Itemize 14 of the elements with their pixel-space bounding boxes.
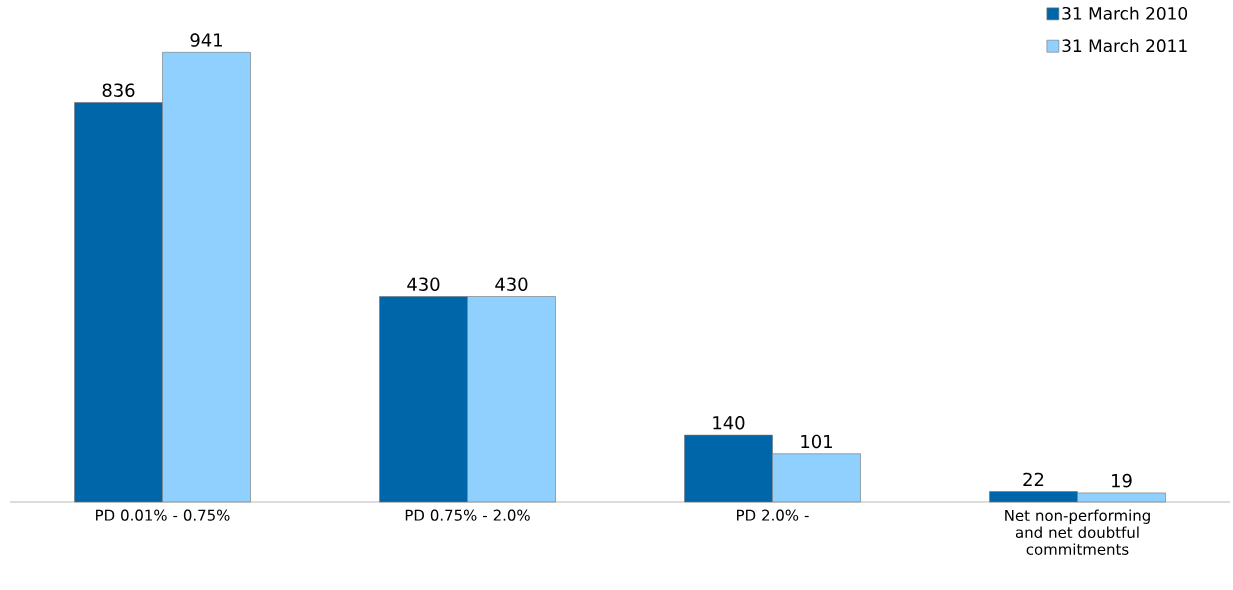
data-label: 19 [1112, 473, 1132, 488]
x-tick-label: PD 0.01% - 0.75% [96, 509, 230, 521]
legend-label: 31 March 2011 [1062, 39, 1187, 53]
data-label: 430 [495, 277, 528, 291]
data-label: 101 [801, 434, 832, 449]
data-label: 140 [713, 416, 745, 430]
data-label: 430 [407, 277, 440, 291]
legend-label: 31 March 2010 [1062, 6, 1188, 20]
x-tick-label: PD 2.0% - [737, 509, 809, 521]
x-tick-label: PD 0.75% - 2.0% [405, 509, 530, 521]
data-label: 941 [190, 33, 222, 47]
x-tick-label: Net non-performing and net doubtful commitments [1005, 509, 1150, 555]
data-label: 836 [102, 83, 135, 97]
data-label: 22 [1023, 472, 1044, 486]
